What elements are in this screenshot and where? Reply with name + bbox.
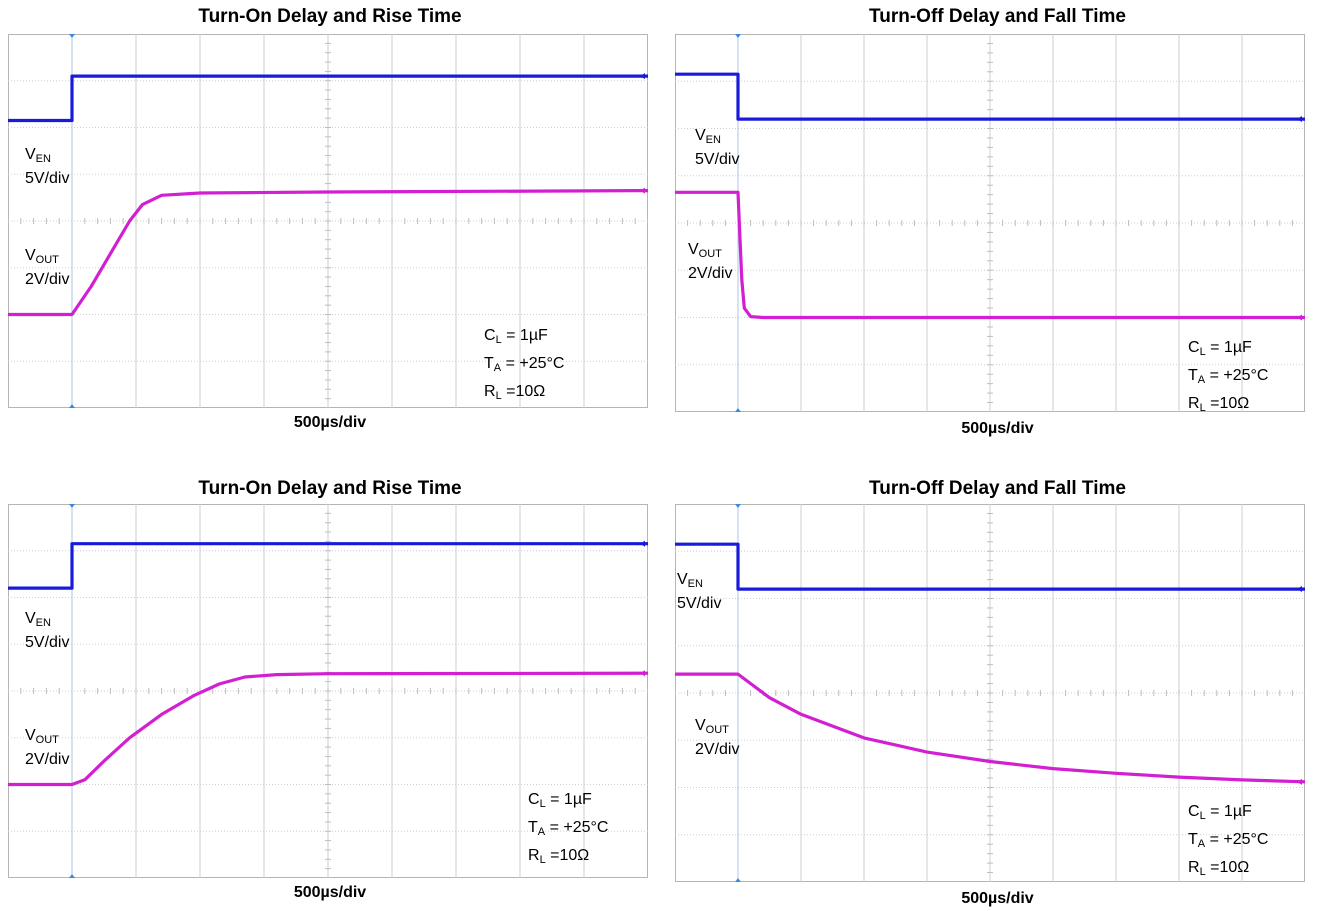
ven-label: VEN 5V/div [25, 146, 70, 187]
channel-level-marker [1297, 116, 1302, 123]
ven-label: VEN 5V/div [695, 127, 740, 168]
trigger-marker-bottom [69, 404, 75, 408]
test-conditions: CL = 1µF TA = +25°C RL =10Ω [528, 791, 609, 866]
vout-label: VOUT 2V/div [688, 241, 733, 282]
chart-title: Turn-On Delay and Rise Time [198, 6, 462, 27]
chart-panel-turn-off-2: Turn-Off Delay and Fall Time 500µs/div V… [665, 470, 1330, 911]
channel-level-marker [640, 187, 645, 194]
channel-level-marker [640, 73, 645, 80]
channel-level-marker [1297, 778, 1302, 785]
vout-trace [8, 671, 648, 787]
x-axis-label: 500µs/div [961, 890, 1034, 907]
ven-trace [675, 542, 1305, 591]
test-conditions: CL = 1µF TA = +25°C RL =10Ω [1188, 339, 1269, 414]
trigger-marker-bottom [735, 878, 741, 882]
channel-level-marker [1297, 314, 1302, 321]
scope-plot [675, 504, 1305, 882]
vout-label: VOUT 2V/div [695, 717, 740, 758]
vout-label: VOUT 2V/div [25, 247, 70, 288]
vout-trace [675, 190, 1305, 320]
vout-trace [8, 189, 648, 317]
chart-title: Turn-On Delay and Rise Time [198, 478, 462, 499]
trigger-marker-bottom [69, 874, 75, 878]
x-axis-label: 500µs/div [961, 420, 1034, 437]
chart-panel-turn-on-1: Turn-On Delay and Rise Time 500µs/div VE… [0, 0, 660, 450]
chart-panel-turn-off-1: Turn-Off Delay and Fall Time 500µs/div V… [665, 0, 1330, 450]
channel-level-marker [640, 540, 645, 547]
chart-title: Turn-Off Delay and Fall Time [869, 6, 1126, 27]
ven-trace [8, 542, 648, 590]
test-conditions: CL = 1µF TA = +25°C RL =10Ω [484, 327, 565, 402]
channel-level-marker [1297, 586, 1302, 593]
ven-label: VEN 5V/div [677, 571, 722, 612]
trigger-marker-top [69, 504, 75, 508]
test-conditions: CL = 1µF TA = +25°C RL =10Ω [1188, 803, 1269, 878]
ven-label: VEN 5V/div [25, 610, 70, 651]
x-axis-label: 500µs/div [293, 414, 367, 431]
scope-plot [8, 504, 648, 878]
ven-trace [8, 74, 648, 123]
ven-trace [675, 72, 1305, 121]
x-axis-label: 500µs/div [293, 884, 367, 901]
trigger-marker-bottom [735, 408, 741, 412]
vout-trace [675, 672, 1305, 784]
trigger-marker-top [735, 504, 741, 508]
channel-level-marker [640, 670, 645, 677]
scope-plot [675, 34, 1305, 412]
chart-panel-turn-on-2: Turn-On Delay and Rise Time 500µs/div VE… [0, 470, 660, 911]
trigger-marker-top [69, 34, 75, 38]
trigger-marker-top [735, 34, 741, 38]
vout-label: VOUT 2V/div [25, 727, 70, 768]
scope-plot [8, 34, 648, 408]
chart-title: Turn-Off Delay and Fall Time [869, 478, 1126, 499]
